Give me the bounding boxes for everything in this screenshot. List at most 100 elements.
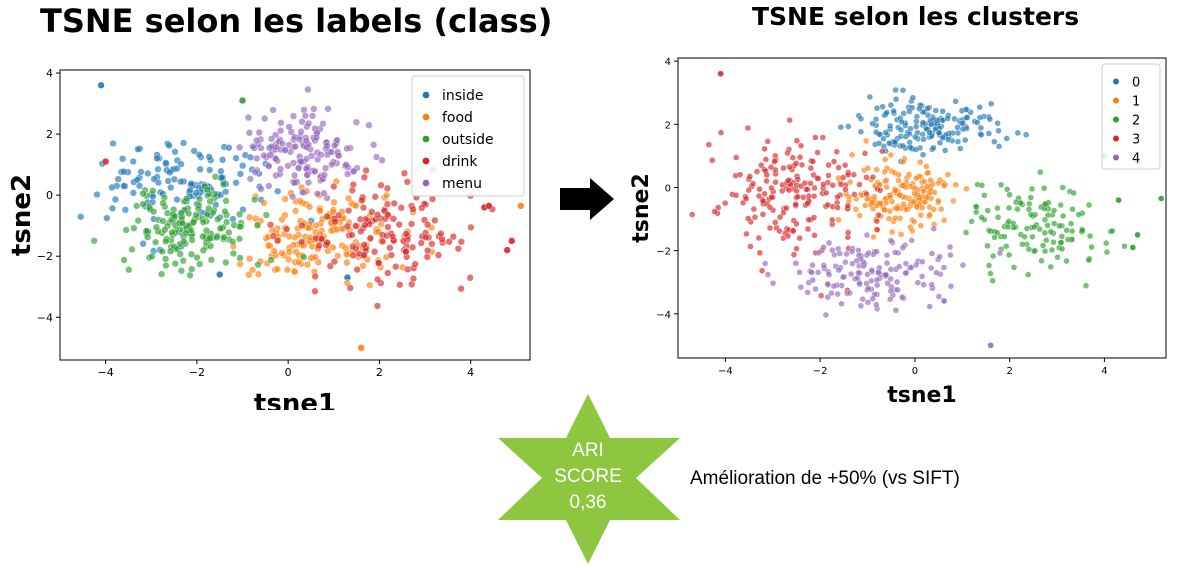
point-0 — [919, 119, 927, 126]
point-outside — [213, 233, 221, 241]
point-4 — [864, 271, 871, 278]
point-2 — [1027, 211, 1035, 218]
point-2 — [1023, 225, 1031, 232]
point-2 — [1003, 186, 1011, 193]
point-outside — [159, 217, 167, 225]
point-menu — [252, 136, 261, 145]
point-3 — [850, 171, 857, 178]
point-0 — [887, 101, 895, 109]
point-3 — [861, 150, 869, 157]
point-0 — [959, 125, 967, 133]
point-2 — [1103, 248, 1111, 256]
point-inside — [218, 156, 227, 164]
point-drink — [346, 284, 354, 292]
point-2 — [1003, 243, 1010, 250]
clusters-scatter-chart: −4 −2 0 2 4 −4 −2 0 2 4 tsne1 tsne2 0 1 2 3 4 — [629, 57, 1167, 408]
point-2 — [972, 203, 980, 210]
point-2 — [1014, 205, 1021, 213]
point-0 — [944, 136, 952, 143]
point-food — [303, 261, 312, 269]
point-4 — [884, 280, 891, 287]
point-outside — [90, 237, 98, 245]
legend-label-food: food — [442, 110, 473, 126]
point-0 — [912, 123, 920, 130]
point-inside — [154, 178, 163, 187]
point-0 — [911, 133, 919, 141]
point-drink — [402, 248, 410, 256]
point-1 — [963, 185, 970, 192]
point-2 — [1047, 228, 1055, 235]
point-outside — [133, 202, 141, 210]
score-label: SCORE — [554, 466, 622, 487]
point-2 — [1039, 242, 1047, 249]
point-3 — [834, 193, 841, 201]
point-menu — [370, 141, 378, 149]
point-drink — [360, 241, 368, 249]
point-3 — [793, 187, 800, 195]
legend-label-2: 2 — [1132, 114, 1140, 129]
point-4 — [848, 248, 856, 255]
point-3 — [711, 208, 718, 215]
point-2 — [1054, 253, 1061, 261]
point-menu — [265, 182, 273, 190]
point-outside — [262, 211, 270, 219]
x-tick-label: 4 — [467, 366, 474, 379]
point-menu — [281, 146, 289, 154]
point-menu — [317, 151, 325, 159]
point-menu — [265, 162, 273, 170]
point-1 — [892, 214, 899, 222]
point-1 — [921, 178, 928, 185]
point-drink — [298, 221, 306, 230]
point-outside — [148, 252, 156, 260]
point-inside — [229, 215, 237, 223]
point-4 — [920, 281, 927, 288]
point-0 — [976, 104, 983, 111]
point-0 — [939, 108, 946, 115]
point-3 — [689, 211, 696, 218]
point-menu — [304, 85, 312, 94]
point-4 — [865, 284, 872, 292]
point-outside — [142, 227, 150, 235]
point-4 — [846, 289, 854, 297]
point-3 — [763, 177, 770, 185]
point-3 — [793, 220, 800, 228]
point-outside — [196, 260, 204, 268]
point-4 — [894, 286, 901, 293]
point-drink — [330, 257, 339, 266]
left-chart-title: TSNE selon les labels (class) — [40, 2, 553, 40]
point-outside — [199, 246, 207, 254]
point-4 — [854, 274, 861, 282]
point-3 — [784, 149, 791, 157]
point-inside — [177, 178, 185, 186]
point-drink — [311, 272, 319, 281]
point-4 — [928, 250, 936, 257]
point-2 — [1050, 207, 1058, 214]
point-2 — [1043, 236, 1050, 244]
point-menu — [302, 137, 310, 145]
point-drink — [411, 260, 419, 268]
point-inside — [232, 179, 240, 187]
point-drink — [402, 230, 410, 238]
point-outside — [205, 204, 213, 213]
x-axis-label: tsne1 — [254, 389, 336, 410]
point-outside — [150, 207, 158, 216]
point-3 — [819, 134, 827, 141]
point-food — [248, 266, 257, 274]
point-0 — [952, 98, 959, 105]
point-food — [296, 197, 304, 205]
point-3 — [764, 138, 771, 145]
point-1 — [913, 203, 920, 210]
point-drink — [357, 227, 365, 236]
point-4 — [891, 249, 899, 256]
point-2 — [991, 234, 998, 241]
point-inside — [119, 155, 127, 163]
point-drink — [397, 204, 405, 212]
point-0 — [882, 129, 889, 136]
point-2 — [1001, 233, 1008, 240]
point-2 — [1075, 211, 1083, 218]
point-menu — [327, 148, 335, 156]
point-drink — [373, 211, 382, 219]
point-menu — [244, 113, 253, 122]
point-3 — [807, 164, 815, 172]
point-2 — [1048, 246, 1056, 254]
